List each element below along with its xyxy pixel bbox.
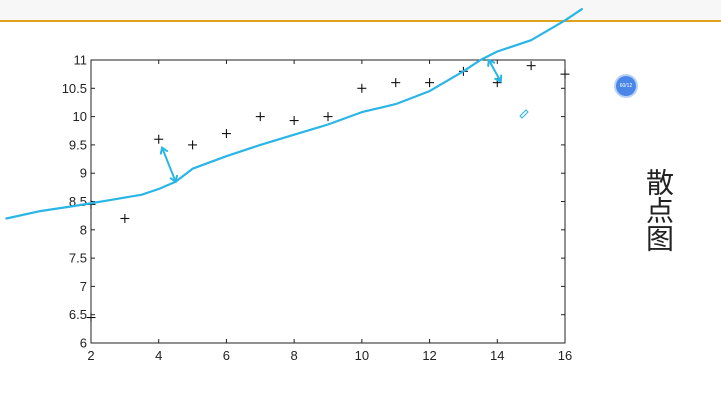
top-accent-rule — [0, 20, 721, 22]
x-tick-label: 8 — [291, 348, 298, 363]
residual-arrow-head — [494, 74, 503, 84]
data-point-marker — [86, 313, 96, 323]
data-point-marker — [560, 69, 570, 79]
x-tick-label: 14 — [490, 348, 504, 363]
y-tick-label: 7.5 — [69, 251, 87, 266]
data-point-marker — [188, 140, 198, 150]
residual-arrow — [487, 58, 503, 84]
residual-arrow-shaft — [161, 146, 177, 183]
y-tick-label: 10.5 — [62, 81, 87, 96]
x-tick-label: 16 — [558, 348, 572, 363]
data-point-marker — [120, 213, 130, 223]
data-points — [86, 61, 570, 323]
y-tick-label: 9.5 — [69, 137, 87, 152]
axis-ticks — [90, 59, 566, 344]
x-tick-label: 10 — [355, 348, 369, 363]
y-tick-label: 6 — [80, 336, 87, 351]
x-tick-label: 4 — [155, 348, 162, 363]
y-tick-label: 6.5 — [69, 307, 87, 322]
data-point-marker — [255, 112, 265, 122]
data-point-marker — [357, 83, 367, 93]
data-point-marker — [323, 112, 333, 122]
axes — [90, 59, 566, 344]
y-tick-label: 7 — [80, 279, 87, 294]
hand-annotations — [5, 8, 583, 220]
data-point-marker — [526, 61, 536, 71]
x-tick-label: 2 — [87, 348, 94, 363]
residual-arrow — [159, 146, 178, 184]
pen-cursor-icon — [519, 109, 529, 119]
residual-arrow-head — [487, 58, 496, 67]
data-point-marker — [221, 129, 231, 139]
residual-arrow-shaft — [487, 59, 502, 83]
data-point-marker — [289, 116, 299, 126]
residual-arrow-head — [159, 146, 169, 155]
residual-arrow-head — [169, 174, 178, 184]
hand-drawn-fit-curve — [5, 8, 583, 220]
data-point-marker — [425, 78, 435, 88]
slide-title: 散点图 — [642, 168, 675, 252]
y-tick-label: 8 — [80, 222, 87, 237]
y-tick-label: 9 — [80, 166, 87, 181]
top-strip — [0, 0, 721, 20]
y-tick-label: 11 — [74, 53, 88, 68]
x-tick-label: 6 — [223, 348, 230, 363]
plot-frame — [90, 59, 566, 344]
data-point-marker — [154, 134, 164, 144]
data-point-marker — [391, 78, 401, 88]
y-tick-label: 10 — [73, 109, 87, 124]
x-tick-label: 12 — [422, 348, 436, 363]
page-indicator-badge[interactable]: 60/12 — [616, 76, 636, 96]
